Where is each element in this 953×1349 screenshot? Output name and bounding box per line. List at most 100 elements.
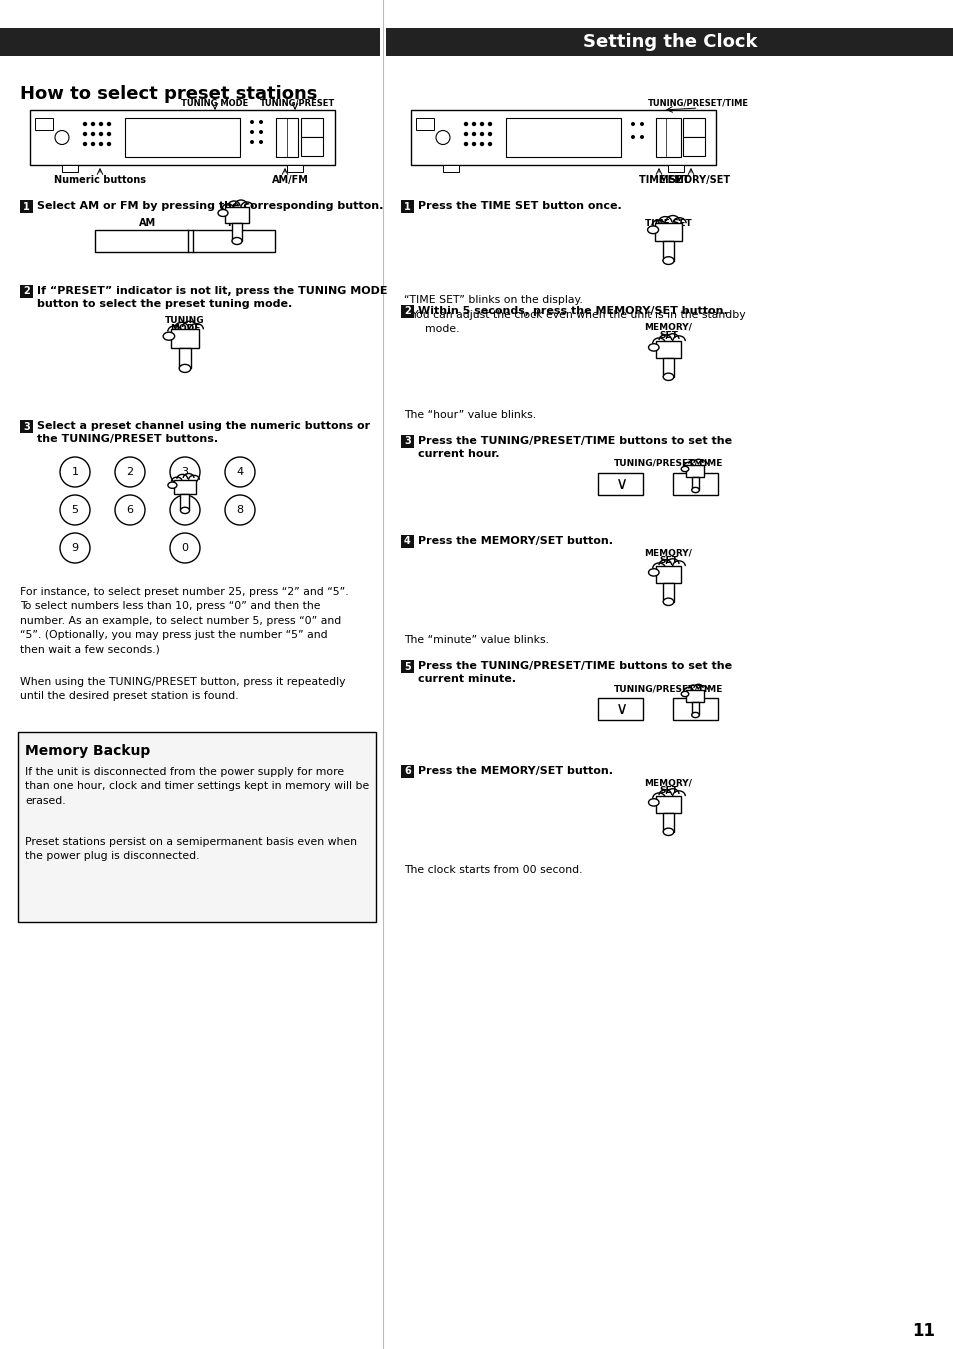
Circle shape [99,132,103,136]
Ellipse shape [179,364,191,372]
Bar [174,480,195,494]
Text: The “hour” value blinks.: The “hour” value blinks. [403,410,536,420]
Bar [301,138,323,156]
Text: “TIME SET” blinks on the display.: “TIME SET” blinks on the display. [403,295,582,305]
Bar [598,473,643,495]
Ellipse shape [647,225,658,233]
Bar [656,796,680,813]
Text: 9: 9 [71,544,78,553]
Bar [656,117,680,156]
Ellipse shape [232,237,242,244]
Text: TUNING: TUNING [165,316,205,325]
Ellipse shape [680,467,688,472]
Bar [662,813,673,832]
Circle shape [487,121,492,127]
Text: 1: 1 [23,201,30,212]
Ellipse shape [218,209,228,216]
Bar [400,536,414,548]
Text: 2: 2 [127,467,133,478]
Circle shape [463,132,468,136]
Circle shape [436,131,450,144]
Bar [20,420,33,433]
Ellipse shape [648,569,659,576]
Bar [400,765,414,778]
Circle shape [225,495,254,525]
Text: MEMORY/: MEMORY/ [644,778,692,786]
Text: MEMORY/SET: MEMORY/SET [658,175,729,185]
Text: Press the MEMORY/SET button.: Press the MEMORY/SET button. [417,536,613,546]
Text: If “PRESET” indicator is not lit, press the TUNING MODE: If “PRESET” indicator is not lit, press … [37,286,387,295]
Text: Memory Backup: Memory Backup [25,745,150,758]
Circle shape [107,132,112,136]
Ellipse shape [168,482,176,488]
Text: Setting the Clock: Setting the Clock [582,32,757,51]
Circle shape [91,142,95,146]
Bar [400,305,414,318]
Bar [656,341,680,357]
Bar [662,583,673,602]
Circle shape [487,142,492,146]
Bar [416,117,434,130]
Text: AM: AM [139,219,156,228]
Bar [411,111,716,165]
Bar [20,285,33,298]
Text: 1: 1 [404,201,411,212]
Circle shape [472,121,476,127]
Bar [400,660,414,673]
Circle shape [60,533,90,563]
Text: Within 5 seconds, press the MEMORY/SET button.: Within 5 seconds, press the MEMORY/SET b… [417,306,727,316]
Text: 8: 8 [236,505,243,515]
Circle shape [487,132,492,136]
Ellipse shape [662,256,673,264]
Text: The clock starts from 00 second.: The clock starts from 00 second. [403,865,582,876]
Circle shape [83,132,87,136]
Text: How to select preset stations: How to select preset stations [20,85,317,103]
Text: The “minute” value blinks.: The “minute” value blinks. [403,635,548,645]
Circle shape [630,121,635,125]
Bar [662,241,673,260]
Circle shape [463,121,468,127]
Text: current minute.: current minute. [417,674,516,684]
Circle shape [630,135,635,139]
Text: MEMORY/: MEMORY/ [644,548,692,557]
Text: SET: SET [659,786,678,795]
Text: 6: 6 [404,766,411,777]
Bar [400,434,414,448]
Text: 7: 7 [181,505,189,515]
Bar [18,733,375,921]
Bar [275,117,297,156]
Text: 2: 2 [404,306,411,317]
Bar [179,348,191,368]
Circle shape [60,457,90,487]
Circle shape [60,495,90,525]
Ellipse shape [163,332,174,340]
Circle shape [258,130,263,134]
Bar [656,567,680,583]
Circle shape [107,142,112,146]
Text: TUNING/PRESET/TIME: TUNING/PRESET/TIME [613,459,722,468]
Text: Select a preset channel using the numeric buttons or: Select a preset channel using the numeri… [37,421,370,430]
Text: TIME SET: TIME SET [639,175,688,185]
Bar [662,357,673,376]
Bar [301,117,323,138]
Bar [667,165,683,173]
Bar [386,28,953,57]
Circle shape [258,120,263,124]
Ellipse shape [662,828,673,835]
Text: 4: 4 [404,537,411,546]
Bar [598,697,643,720]
Circle shape [170,457,200,487]
Bar [171,329,198,348]
Bar [95,229,274,252]
Circle shape [115,495,145,525]
Circle shape [91,121,95,127]
Text: TUNING/PRESET/TIME: TUNING/PRESET/TIME [647,98,748,108]
Bar [691,476,699,490]
Bar [180,494,190,510]
Text: 1: 1 [71,467,78,478]
Text: MEMORY/: MEMORY/ [644,322,692,332]
Bar [686,464,703,476]
Ellipse shape [648,344,659,351]
Circle shape [463,142,468,146]
Text: FM: FM [227,219,243,228]
